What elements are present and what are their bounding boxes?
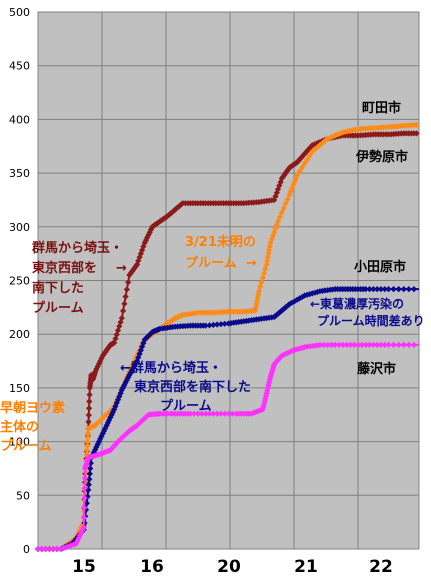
- series-point: [347, 341, 354, 349]
- y-tick-label: 350: [9, 167, 30, 180]
- series-point: [377, 285, 385, 293]
- series-point: [213, 321, 221, 328]
- series-point: [390, 285, 397, 293]
- label-fujisawa: 藤沢市: [357, 361, 396, 377]
- series-point: [320, 341, 327, 349]
- series-point: [351, 341, 358, 349]
- y-tick-label: 0: [23, 543, 30, 556]
- series-point: [400, 341, 407, 349]
- grid: [38, 11, 419, 550]
- series-point: [259, 274, 266, 281]
- label-isehara: 伊勢原市: [355, 149, 408, 165]
- y-tick-label: 450: [9, 60, 30, 73]
- y-tick-label: 250: [9, 275, 30, 288]
- series-point: [358, 341, 366, 349]
- series-point: [366, 341, 373, 349]
- series-point: [328, 341, 335, 349]
- annotation-gunma-lower: ←群馬から埼玉・ 東京西部を南下した プルーム: [120, 360, 251, 414]
- series-point: [366, 285, 373, 293]
- annotation-gunma-upper: 群馬から埼玉・ 東京西部を 南下した プルーム: [32, 240, 123, 316]
- series-point: [405, 341, 412, 349]
- series-point: [335, 341, 343, 349]
- annotation-iodine: 早朝ヨウ素 主体の プルーム: [0, 400, 65, 454]
- series-point: [395, 341, 402, 349]
- svg-text:プルーム: プルーム: [160, 399, 212, 414]
- series-point: [343, 341, 350, 349]
- series-point: [257, 283, 264, 290]
- series-point: [202, 410, 209, 417]
- svg-text:プルーム: プルーム: [185, 256, 237, 271]
- svg-text:プルーム: プルーム: [32, 301, 84, 316]
- series-point: [381, 285, 388, 293]
- x-tick-label: 20: [217, 557, 241, 577]
- y-axis-ticks: 0 50 100 150 200 250 300 350 400 450 500: [9, 6, 30, 556]
- y-tick-label: 500: [9, 6, 30, 19]
- svg-text:プルーム時間差あり: プルーム時間差あり: [317, 313, 425, 328]
- series-point: [405, 285, 412, 293]
- series-point: [213, 410, 221, 417]
- svg-text:←東葛濃厚汚染の: ←東葛濃厚汚染の: [310, 296, 404, 311]
- series-point: [262, 265, 269, 273]
- x-tick-label: 21: [294, 557, 318, 577]
- series-point: [373, 285, 381, 293]
- series-point: [410, 341, 418, 349]
- series-point: [339, 341, 346, 349]
- series-point: [377, 341, 385, 349]
- series-point: [202, 322, 209, 329]
- y-tick-label: 150: [9, 382, 30, 395]
- series-point: [362, 341, 369, 349]
- y-tick-label: 50: [16, 489, 30, 502]
- label-machida: 町田市: [362, 100, 401, 116]
- svg-text:早朝ヨウ素: 早朝ヨウ素: [0, 400, 65, 416]
- svg-text:群馬から埼玉・: 群馬から埼玉・: [32, 240, 123, 256]
- series-point: [258, 279, 265, 286]
- y-tick-label: 300: [9, 221, 30, 234]
- x-tick-label: 16: [140, 557, 164, 577]
- series-point: [260, 270, 268, 277]
- series-point: [395, 285, 402, 293]
- annotation-higashikatsushika: ←東葛濃厚汚染の プルーム時間差あり: [310, 296, 425, 328]
- series-point: [381, 341, 388, 349]
- series-point: [362, 285, 369, 293]
- svg-text:主体の: 主体の: [0, 419, 39, 435]
- svg-text:プルーム: プルーム: [0, 439, 52, 454]
- y-tick-label: 400: [9, 113, 30, 126]
- svg-text:←群馬から埼玉・: ←群馬から埼玉・: [120, 360, 222, 376]
- svg-text:3/21未明の: 3/21未明の: [185, 234, 256, 250]
- series-point: [284, 195, 291, 203]
- series-point: [385, 285, 392, 293]
- series-point: [370, 341, 377, 349]
- series-point: [354, 341, 362, 349]
- series-point: [373, 341, 381, 349]
- series-point: [316, 341, 324, 349]
- series-point: [306, 152, 313, 159]
- series-point: [370, 285, 377, 293]
- annotation-march21: 3/21未明の プルーム: [185, 234, 256, 271]
- series-point: [410, 285, 418, 293]
- y-tick-label: 200: [9, 328, 30, 341]
- series-group: [34, 121, 420, 553]
- arrow-gunma-upper: →: [116, 261, 127, 276]
- series-point: [385, 341, 392, 349]
- series-point: [400, 285, 407, 293]
- series-point: [324, 341, 331, 349]
- y-tick-label: 100: [9, 436, 30, 449]
- arrow-march21: →: [246, 256, 257, 271]
- svg-text:東京西部を: 東京西部を: [32, 260, 97, 276]
- series-point: [390, 341, 397, 349]
- svg-text:南下した: 南下した: [32, 280, 84, 296]
- series-point: [332, 341, 339, 349]
- svg-text:東京西部を南下した: 東京西部を南下した: [134, 379, 251, 395]
- x-tick-label: 22: [369, 557, 393, 577]
- x-tick-label: 15: [72, 557, 96, 577]
- x-axis-ticks: 15 16 20 21 22: [72, 557, 393, 577]
- label-odawara: 小田原市: [354, 259, 406, 275]
